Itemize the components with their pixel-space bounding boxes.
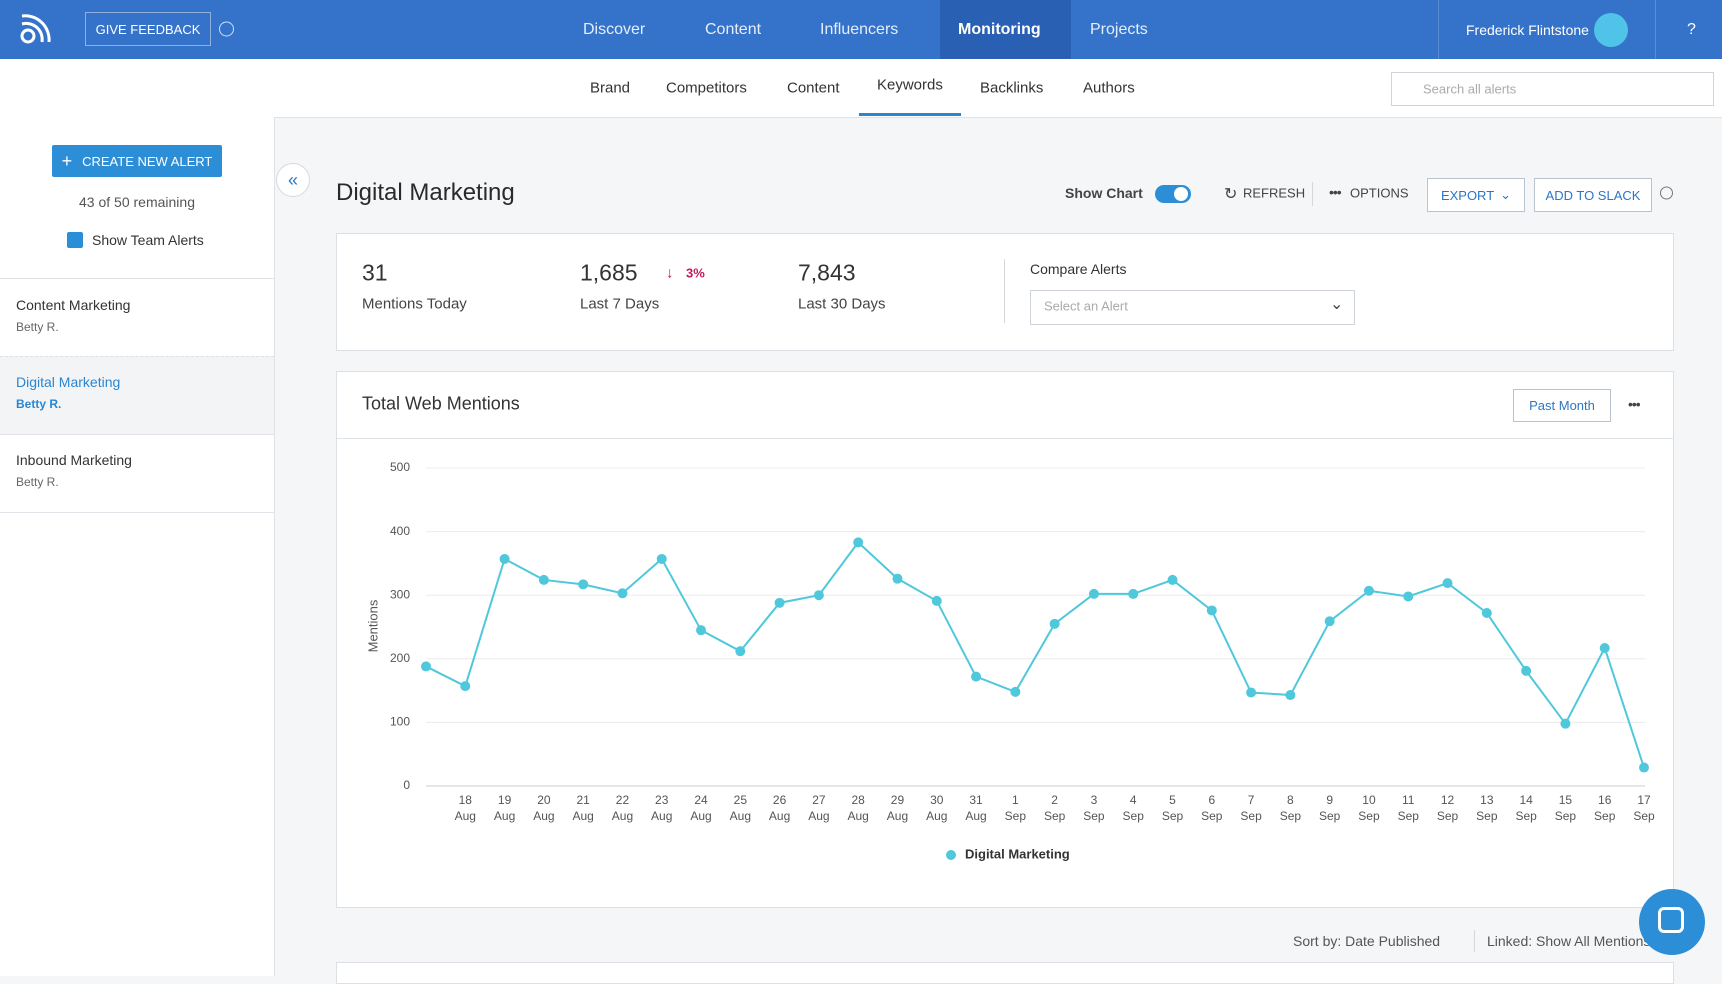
nav-item[interactable]: Projects — [1090, 21, 1148, 38]
divider — [1312, 182, 1313, 206]
checkbox-label: Show Team Alerts — [92, 232, 204, 248]
search-placeholder: Search all alerts — [1423, 81, 1517, 97]
search-box[interactable] — [1391, 72, 1714, 106]
sidebar — [0, 117, 275, 976]
tab[interactable]: Brand — [590, 79, 631, 97]
tab-active[interactable]: Keywords — [877, 76, 943, 94]
tab-underline — [859, 113, 961, 116]
user-name[interactable]: Frederick Flintstone — [1466, 22, 1589, 38]
avatar[interactable] — [1594, 13, 1628, 47]
stat-value: 7,843 — [798, 259, 856, 286]
top-bar — [0, 0, 1722, 59]
sort-select[interactable]: Sort by: Date Published — [1293, 933, 1441, 949]
checkbox[interactable] — [67, 232, 83, 248]
alert-name[interactable]: Content Marketing — [16, 297, 131, 313]
alert-owner: Betty R. — [16, 320, 59, 334]
alert-owner: Betty R. — [16, 475, 59, 489]
chevron: ⌄ — [1330, 296, 1344, 313]
range-button[interactable]: Past Month — [1513, 389, 1611, 422]
stat-value: 1,685 — [580, 259, 638, 286]
next-card — [336, 962, 1674, 984]
down-arrow: ↓ — [666, 264, 674, 282]
stat-value: 31 — [362, 259, 388, 286]
toggle[interactable] — [1155, 185, 1191, 203]
chart-title: Total Web Mentions — [362, 393, 520, 414]
help[interactable]: ? — [1687, 21, 1696, 38]
compare-label: Compare Alerts — [1030, 261, 1127, 277]
page-title: Digital Marketing — [336, 179, 515, 206]
divider — [1438, 0, 1439, 59]
chart-card — [336, 371, 1674, 908]
tab[interactable]: Content — [787, 79, 840, 97]
alert-name[interactable]: Inbound Marketing — [16, 452, 132, 468]
alert-owner: Betty R. — [16, 397, 62, 411]
feedback-button[interactable]: GIVE FEEDBACK — [85, 12, 211, 46]
linked-select[interactable]: Linked: Show All Mentions — [1487, 933, 1651, 949]
divider — [1655, 0, 1656, 59]
remaining: 43 of 50 remaining — [79, 194, 195, 210]
refresh-icon: ↻ — [1224, 186, 1238, 203]
refresh-button[interactable]: REFRESH — [1243, 185, 1306, 201]
divider — [337, 438, 1673, 439]
nav-item[interactable]: Discover — [583, 21, 646, 38]
create-alert-text: CREATE NEW ALERT — [82, 153, 213, 169]
collapse-button[interactable]: « — [276, 163, 310, 197]
nav-item[interactable]: Influencers — [820, 21, 899, 38]
export-button[interactable]: EXPORT ⌄ — [1427, 178, 1525, 212]
create-alert-button[interactable]: + CREATE NEW ALERT — [52, 145, 222, 177]
compare-placeholder: Select an Alert — [1044, 298, 1128, 314]
divider — [0, 278, 275, 279]
divider — [1474, 930, 1475, 952]
chat-bubble[interactable] — [1639, 889, 1705, 955]
nav-item[interactable]: Monitoring — [958, 21, 1041, 38]
tab[interactable]: Competitors — [666, 79, 747, 97]
chart-menu[interactable]: ••• — [1628, 396, 1641, 412]
stats-card — [336, 233, 1674, 351]
logo[interactable] — [16, 12, 52, 48]
export-text: EXPORT — [1440, 187, 1495, 203]
plus-icon: + — [61, 150, 73, 171]
divider — [1004, 259, 1005, 323]
options-icon: ••• — [1329, 184, 1342, 200]
stat-label: Last 30 Days — [798, 295, 886, 313]
stat-change: 3% — [686, 265, 705, 281]
alert-name[interactable]: Digital Marketing — [16, 374, 121, 390]
compare-select[interactable] — [1030, 290, 1355, 325]
options-button[interactable]: OPTIONS — [1350, 185, 1409, 201]
show-chart-label: Show Chart — [1065, 185, 1143, 201]
selected-alert-bg — [0, 356, 274, 435]
stat-label: Last 7 Days — [580, 295, 660, 313]
divider — [0, 512, 275, 513]
nav-item[interactable]: Content — [705, 21, 762, 38]
info-icon — [1660, 186, 1673, 200]
active-nav-bg — [940, 0, 1071, 59]
info-icon — [219, 21, 234, 37]
slack-button[interactable]: ADD TO SLACK — [1534, 178, 1652, 212]
stat-label: Mentions Today — [362, 295, 467, 313]
tab[interactable]: Backlinks — [980, 79, 1044, 97]
tab[interactable]: Authors — [1083, 79, 1135, 97]
